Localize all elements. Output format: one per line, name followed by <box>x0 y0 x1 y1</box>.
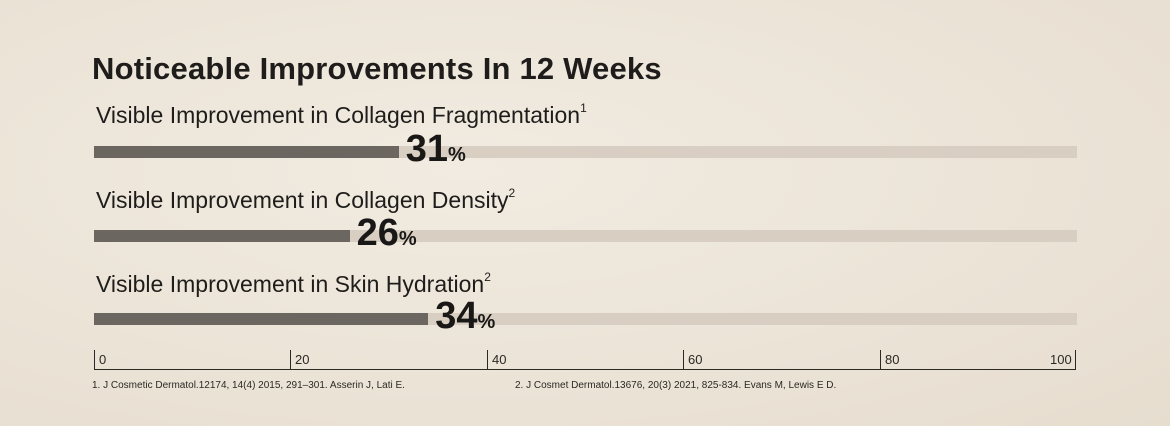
bar-track-collagen-fragmentation: 31% <box>94 130 1077 168</box>
bar-track-skin-hydration: 34% <box>94 297 1077 335</box>
bar-fill-collagen-density <box>94 230 350 242</box>
bar-track-collagen-density: 26% <box>94 214 1077 252</box>
footnote-ref: 2 <box>508 186 516 201</box>
x-tick-label: 60 <box>688 352 703 367</box>
x-tick-label: 100 <box>1050 352 1072 367</box>
footnote-ref: 2 <box>484 270 491 285</box>
bar-value-number: 34 <box>435 295 478 337</box>
bar-label-text: Visible Improvement in Skin Hydration <box>96 271 485 297</box>
chart-title: Noticeable Improvements In 12 Weeks <box>92 51 662 86</box>
bar-label-collagen-fragmentation: Visible Improvement in Collagen Fragment… <box>96 101 587 130</box>
x-tick <box>290 350 291 370</box>
x-tick <box>94 350 95 370</box>
x-axis: 0 20 40 60 80 100 <box>94 350 1076 370</box>
x-axis-line <box>94 369 1076 370</box>
bar-label-text: Visible Improvement in Collagen Fragment… <box>96 102 581 128</box>
x-tick-label: 80 <box>885 352 900 367</box>
bar-label-collagen-density: Visible Improvement in Collagen Density2 <box>96 186 516 215</box>
x-tick-label: 40 <box>492 352 507 367</box>
x-tick-label: 0 <box>99 352 107 367</box>
x-tick <box>880 350 881 370</box>
x-tick-label: 20 <box>295 352 310 367</box>
bar-label-skin-hydration: Visible Improvement in Skin Hydration2 <box>96 270 491 299</box>
footnote-ref: 1 <box>580 101 587 116</box>
footnote-2: 2. J Cosmet Dermatol.13676, 20(3) 2021, … <box>515 380 837 391</box>
x-tick <box>683 350 684 370</box>
bar-value-collagen-density: 26% <box>357 214 417 252</box>
bar-fill-collagen-fragmentation <box>94 146 399 158</box>
bar-label-text: Visible Improvement in Collagen Density <box>96 187 509 213</box>
x-tick <box>1075 350 1076 370</box>
bar-value-skin-hydration: 34% <box>435 297 495 335</box>
footnote-1: 1. J Cosmetic Dermatol.12174, 14(4) 2015… <box>92 380 405 391</box>
bar-value-collagen-fragmentation: 31% <box>406 130 466 168</box>
bar-value-unit: % <box>477 311 496 333</box>
bar-value-number: 31 <box>405 128 448 170</box>
bar-fill-skin-hydration <box>94 313 429 325</box>
bar-value-number: 26 <box>356 212 399 254</box>
x-tick <box>487 350 488 370</box>
bar-value-unit: % <box>448 144 466 166</box>
bar-value-unit: % <box>398 228 417 250</box>
